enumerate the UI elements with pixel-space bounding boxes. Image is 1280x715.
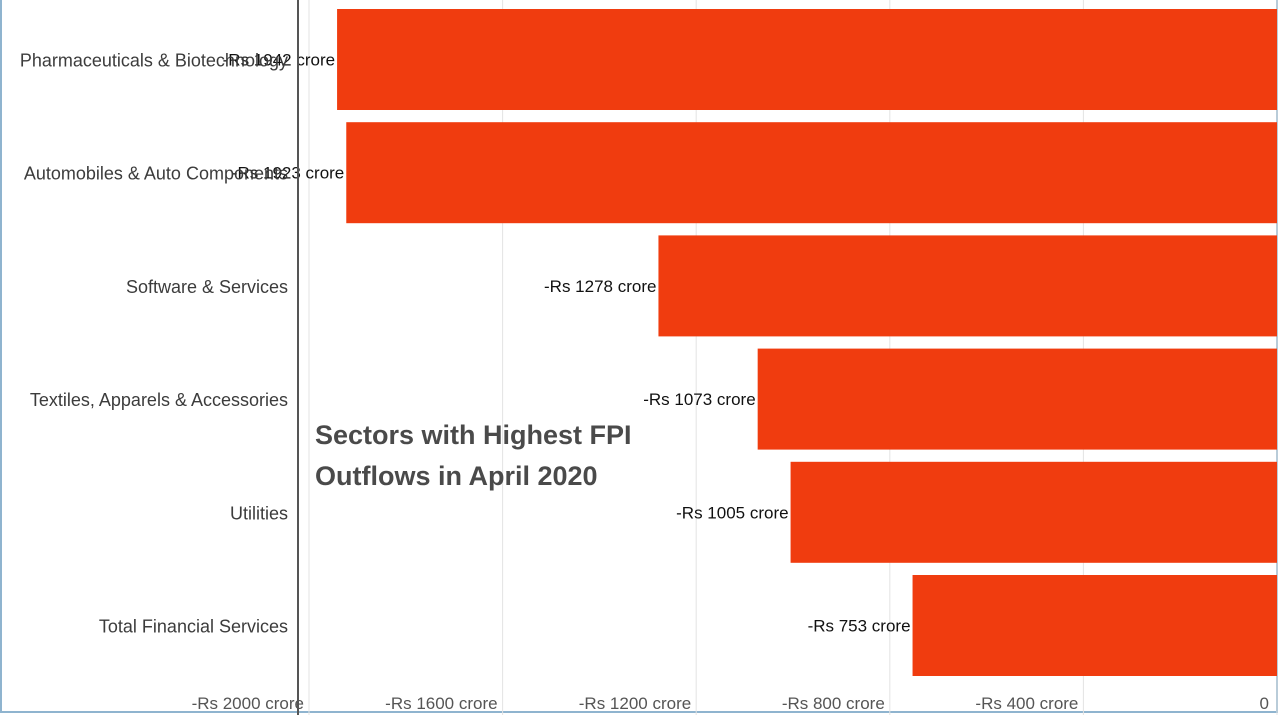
bar — [658, 235, 1277, 337]
bar — [757, 348, 1277, 450]
data-label: -Rs 1923 crore — [232, 164, 344, 183]
category-label: Utilities — [230, 503, 288, 523]
category-label: Total Financial Services — [99, 617, 288, 637]
data-label: -Rs 1278 crore — [544, 277, 656, 296]
title-line-1: Sectors with Highest FPI — [315, 420, 632, 450]
data-label: -Rs 1005 crore — [676, 503, 788, 522]
category-label: Automobiles & Auto Components — [24, 164, 288, 184]
bar — [912, 575, 1277, 676]
category-label: Software & Services — [126, 277, 288, 297]
x-tick-label: -Rs 2000 crore — [192, 694, 304, 713]
data-label: -Rs 1942 crore — [223, 51, 335, 70]
data-labels: -Rs 1942 crore -Rs 1923 crore -Rs 1278 cro… — [223, 51, 911, 636]
x-tick-label: -Rs 1600 crore — [385, 694, 497, 713]
x-tick-label: -Rs 1200 crore — [579, 694, 691, 713]
title-line-2: Outflows in April 2020 — [315, 461, 598, 491]
bar — [346, 122, 1277, 224]
chart-title: Sectors with Highest FPI Outflows in Apr… — [315, 420, 632, 491]
x-tick-label: -Rs 800 crore — [782, 694, 885, 713]
x-tick-label: 0 — [1260, 694, 1269, 713]
data-label: -Rs 1073 crore — [643, 390, 755, 409]
bar — [790, 461, 1277, 563]
x-tick-label: -Rs 400 crore — [975, 694, 1078, 713]
category-labels: Pharmaceuticals & Biotechnology Automobil… — [20, 51, 288, 637]
bars — [337, 9, 1277, 676]
category-label: Textiles, Apparels & Accessories — [30, 390, 288, 410]
x-tick-labels: -Rs 2000 crore -Rs 1600 crore -Rs 1200 cro… — [192, 694, 1269, 713]
category-label: Pharmaceuticals & Biotechnology — [20, 51, 288, 71]
bar — [337, 9, 1277, 110]
data-label: -Rs 753 crore — [808, 617, 911, 636]
